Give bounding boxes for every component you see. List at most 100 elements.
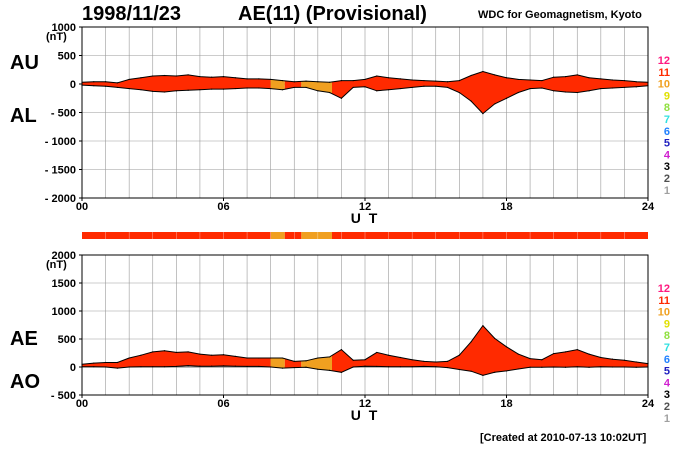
data-point-au [612,79,614,81]
data-point-al [399,87,401,90]
data-point-au [411,79,413,81]
data-point-al [317,90,319,92]
data-point-ae [211,354,213,356]
data-point-au [104,81,107,83]
data-point-ae [494,337,496,340]
panel1-upper-label: AU [10,52,39,74]
data-point-au [553,76,555,78]
data-point-ae [104,361,107,364]
legend-level-4: 4 [664,149,671,161]
x-axis-title: U T [351,210,380,226]
y-tick-label: - 500 [51,108,76,120]
data-point-ae [175,351,177,354]
data-point-au [387,77,390,79]
data-point-ae [435,361,437,363]
data-point-au [187,74,189,76]
data-point-ao [104,366,107,368]
data-point-au [329,81,331,83]
data-point-ao [329,369,331,371]
data-point-ae [281,357,284,359]
y-tick-label: - 500 [51,390,76,402]
data-point-ae [411,359,413,361]
data-point-al [234,87,236,90]
data-point-ae [305,360,307,362]
panel1-lower-label: AL [10,105,37,127]
data-point-au [576,74,578,76]
panel-bottom-fill-segment [301,355,332,371]
data-source: WDC for Geomagnetism, Kyoto [478,9,642,21]
data-point-au [364,78,366,81]
data-point-al [199,89,201,91]
data-point-al [446,86,449,89]
x-tick-label: 12 [359,398,371,410]
y-tick-label: - 1500 [45,165,76,177]
panel-bottom-fill-segment [270,358,285,369]
y-tick-label: 500 [58,51,76,63]
data-point-al [411,86,413,89]
data-point-ae [376,351,378,354]
data-point-au [305,80,307,82]
y-tick-label: 1500 [52,278,76,290]
data-point-ao [352,366,354,368]
legend-level-10: 10 [658,307,670,319]
legend-level-4: 4 [664,377,671,389]
data-point-ae [588,353,590,355]
data-point-au [470,74,472,77]
chart-date: 1998/11/23 [82,3,181,25]
data-point-ao [505,370,508,372]
data-point-ae [399,356,401,359]
data-point-al [529,87,531,90]
x-tick-label: 00 [76,398,88,410]
data-point-al [258,87,260,89]
data-point-al [435,85,437,87]
data-point-au [270,78,272,81]
data-point-ao [199,365,201,367]
data-point-au [600,78,602,80]
data-point-ae [423,360,425,362]
data-point-al [270,87,272,90]
data-point-al [163,91,166,93]
data-point-al [152,90,154,93]
legend-level-2: 2 [664,173,670,185]
data-point-ao [517,368,519,370]
data-point-ae [163,350,166,352]
level-strip-segment [284,232,302,239]
data-point-ae [600,356,602,359]
legend-level-8: 8 [664,102,670,114]
data-point-ae [635,361,637,363]
data-point-ao [387,366,390,368]
panel-bottom-fill-segment [284,358,302,368]
legend-level-7: 7 [664,114,670,126]
y-tick-label: - 2000 [45,193,76,205]
data-point-au [163,74,166,77]
y-tick-label: 0 [70,79,76,91]
data-point-au [246,78,248,80]
data-point-al [623,86,626,89]
data-point-ao [446,366,449,369]
chart-title: AE(11) (Provisional) [238,3,427,25]
data-point-al [128,87,130,90]
data-point-ae [258,357,260,359]
data-point-al [140,89,142,91]
data-point-ao [128,366,130,368]
data-point-ao [340,371,343,373]
level-strip-segment [270,232,285,239]
data-point-ao [187,365,189,367]
x-tick-label: 18 [500,398,512,410]
legend-level-8: 8 [664,330,670,342]
data-point-au [446,81,449,83]
data-point-ao [175,365,177,368]
data-point-ae [482,324,484,327]
data-point-ao [140,366,142,368]
data-point-al [387,89,390,91]
data-point-al [329,91,331,94]
data-point-ao [482,374,484,376]
y-tick-label: 2000 [52,250,76,262]
data-point-al [293,86,295,89]
data-point-ao [364,365,366,367]
panel1-unit: (nT) [46,31,67,43]
data-point-ae [458,354,460,356]
data-point-ao [600,366,602,368]
data-point-au [211,76,213,78]
